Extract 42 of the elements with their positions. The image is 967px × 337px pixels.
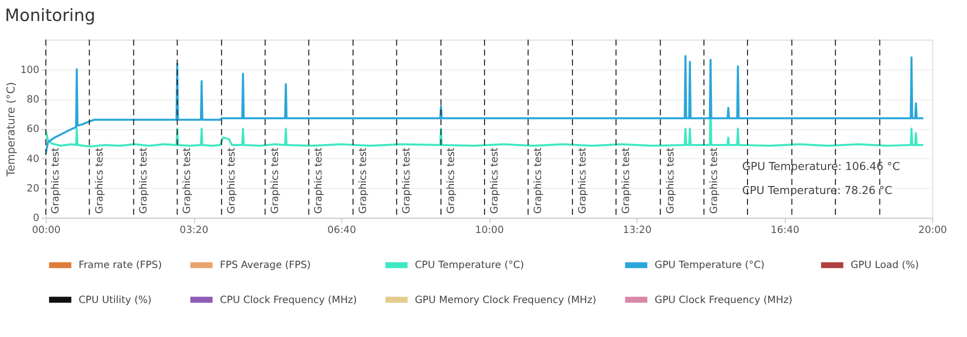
- ref-line-label: Graphics test: [138, 147, 150, 214]
- x-tick-label: 16:40: [770, 225, 800, 236]
- ref-line-label: Graphics test: [50, 147, 62, 214]
- y-tick-label: 60: [26, 124, 40, 136]
- ref-line-label: Graphics test: [620, 147, 632, 214]
- y-tick-label: 80: [26, 94, 40, 106]
- legend-label: GPU Temperature (°C): [654, 260, 765, 272]
- legend-label: GPU Memory Clock Frequency (MHz): [414, 294, 596, 306]
- x-tick-label: 06:40: [327, 225, 356, 236]
- y-axis-title: Temperature (°C): [4, 82, 18, 178]
- ref-line-label: Graphics test: [577, 147, 588, 214]
- y-tick-label: 0: [32, 213, 40, 224]
- y-tick-label: 40: [26, 154, 40, 165]
- chart-title: Monitoring: [4, 5, 96, 26]
- y-tick-label: 100: [20, 64, 40, 76]
- ref-line-label: Graphics test: [358, 147, 369, 214]
- x-tick-label: 10:00: [475, 225, 504, 236]
- legend-label: CPU Temperature (°C): [414, 260, 524, 272]
- legend-label: GPU Clock Frequency (MHz): [654, 294, 793, 306]
- ref-line-label: Graphics test: [533, 147, 544, 214]
- ref-line-label: Graphics test: [182, 147, 194, 214]
- ref-line-label: Graphics test: [446, 147, 457, 214]
- ref-line-label: Graphics test: [708, 147, 720, 214]
- ref-line-label: Graphics test: [665, 147, 676, 214]
- annotation: CPU Temperature: 78.26 °C: [742, 184, 893, 197]
- x-tick-label: 20:00: [918, 225, 947, 236]
- x-tick-label: 13:20: [622, 225, 652, 236]
- legend-label: Frame rate (FPS): [78, 260, 162, 272]
- ref-line-label: Graphics test: [489, 147, 500, 214]
- x-tick-label: 03:20: [180, 225, 208, 236]
- ref-line-label: Graphics test: [314, 147, 325, 214]
- annotation: GPU Temperature: 106.46 °C: [742, 160, 900, 173]
- ref-line-label: Graphics test: [402, 147, 413, 214]
- legend-label: GPU Load (%): [850, 260, 920, 272]
- legend-label: CPU Utility (%): [78, 294, 152, 306]
- ref-line-label: Graphics test: [270, 147, 282, 214]
- y-tick-label: 20: [26, 183, 40, 194]
- legend-label: FPS Average (FPS): [220, 260, 311, 272]
- ref-line-label: Graphics test: [94, 147, 106, 214]
- legend-label: CPU Clock Frequency (MHz): [220, 294, 358, 306]
- ref-line-label: Graphics test: [226, 147, 238, 214]
- x-tick-label: 00:00: [32, 225, 61, 236]
